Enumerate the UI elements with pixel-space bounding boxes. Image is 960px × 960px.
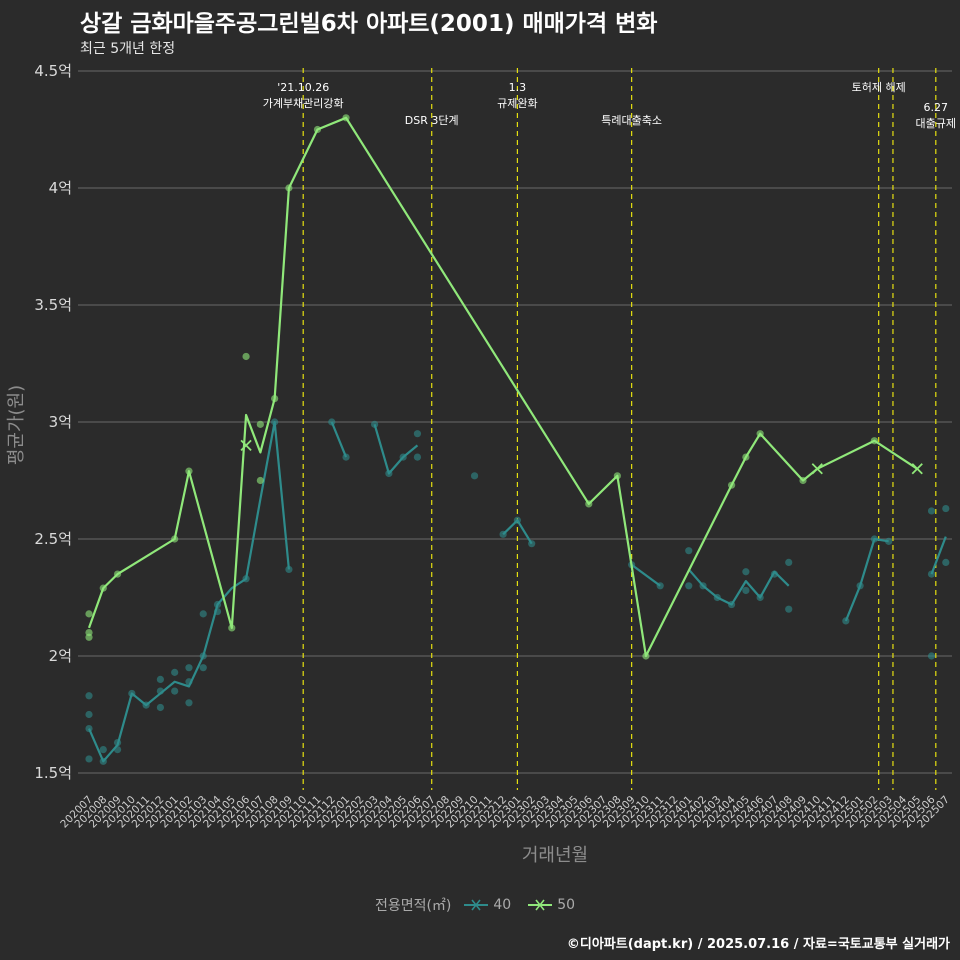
event-label: '21.10.26	[277, 81, 329, 94]
data-point	[685, 582, 693, 590]
y-tick-label: 2억	[49, 647, 72, 665]
legend-item-50: 50	[527, 897, 585, 913]
data-point	[85, 710, 93, 719]
x-marker	[911, 463, 923, 475]
data-point	[256, 420, 264, 428]
data-point	[85, 633, 93, 641]
data-point	[470, 472, 479, 480]
y-tick-label: 2.5억	[34, 530, 72, 548]
chart-title: 상갈 금화마을주공그린빌6차 아파트(2001) 매매가격 변화	[80, 11, 658, 37]
y-axis-title: 평균가(원)	[6, 385, 27, 465]
data-point	[927, 652, 936, 660]
series-line	[87, 116, 918, 658]
data-point	[885, 537, 893, 545]
data-point	[85, 755, 93, 763]
data-point	[171, 668, 179, 676]
x-marker	[240, 439, 252, 452]
y-tick-label: 4.5억	[34, 62, 72, 80]
legend-key-50-icon	[528, 899, 553, 911]
data-point	[242, 352, 250, 361]
event-label: DSR 3단계	[405, 114, 459, 127]
data-point	[171, 687, 179, 695]
data-point	[185, 699, 193, 707]
data-point	[156, 675, 164, 684]
series-line	[930, 536, 947, 575]
y-tick-label: 3억	[49, 413, 72, 431]
event-label: 특례대출축소	[601, 114, 662, 127]
data-point	[185, 664, 193, 672]
data-point	[742, 586, 750, 595]
event-label: 1.3	[509, 81, 527, 94]
y-tick-label: 4억	[49, 179, 72, 197]
data-point	[413, 453, 422, 461]
data-point	[85, 692, 93, 700]
data-point	[785, 605, 793, 613]
series-line	[844, 537, 889, 622]
y-tick-label: 1.5억	[34, 764, 72, 782]
series-line	[502, 519, 533, 545]
series-line	[630, 563, 661, 587]
legend-item-40: 40	[463, 897, 521, 913]
legend-key-40-icon	[464, 899, 489, 911]
data-point	[285, 565, 293, 574]
data-point	[99, 746, 107, 754]
series-line	[373, 424, 419, 475]
series-50	[85, 114, 923, 660]
event-label: 6.27	[924, 101, 949, 114]
source-caption: ©디아파트(dapt.kr) / 2025.07.16 / 자료=국토교통부 실…	[566, 937, 950, 952]
data-point	[685, 547, 693, 555]
legend-label-40: 40	[493, 897, 512, 913]
data-point	[156, 703, 164, 712]
series-line	[330, 421, 348, 458]
x-marker	[811, 463, 823, 475]
event-label: 대출규제	[916, 117, 956, 130]
data-point	[413, 430, 422, 438]
data-point	[785, 558, 793, 567]
data-point	[199, 610, 207, 618]
x-axis-title: 거래년월	[522, 845, 588, 866]
data-point	[742, 568, 750, 576]
data-point	[199, 664, 207, 672]
chart-subtitle: 최근 5개년 한정	[80, 41, 176, 57]
series-line	[687, 568, 790, 606]
event-label: 토허제 해제	[852, 80, 906, 94]
data-point	[85, 610, 93, 618]
series-40	[85, 418, 950, 765]
legend-label-50: 50	[557, 897, 576, 913]
data-point	[942, 558, 950, 567]
data-point	[942, 504, 950, 513]
series-line	[87, 420, 291, 763]
legend-title: 전용면적(㎡)	[374, 898, 452, 914]
y-tick-label: 3.5억	[34, 296, 72, 314]
data-point	[927, 507, 936, 515]
data-point	[256, 476, 264, 485]
legend: 전용면적(㎡) 40 50	[0, 895, 960, 915]
event-label: 규제완화	[497, 97, 537, 110]
event-label: 가계부채관리강화	[263, 97, 344, 110]
